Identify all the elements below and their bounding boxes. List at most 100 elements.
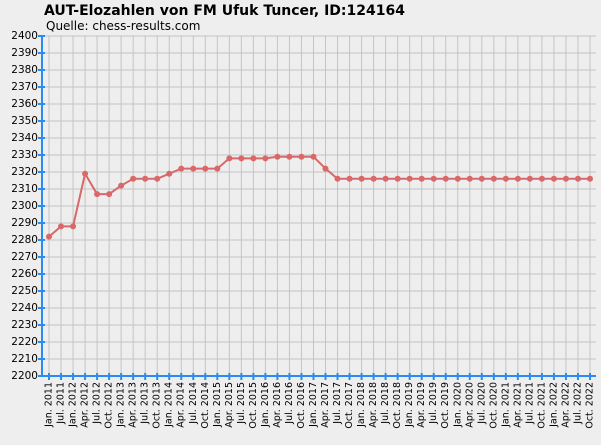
x-tick-label: Jul. 2012 [92, 382, 103, 425]
y-tick-label: 2340 [11, 132, 38, 144]
point [562, 175, 569, 182]
point [478, 175, 485, 182]
x-tick-label: Apr. 2017 [320, 382, 331, 428]
point [238, 155, 245, 162]
x-tick-label: Apr. 2014 [176, 382, 187, 428]
x-tick-label: Jan. 2021 [500, 382, 511, 428]
y-tick-label: 2300 [11, 200, 38, 212]
point [214, 165, 221, 172]
x-tick-label: Apr. 2012 [80, 382, 91, 428]
x-tick-label: Apr. 2020 [464, 382, 475, 428]
point [538, 175, 545, 182]
x-tick-label: Apr. 2015 [224, 382, 235, 428]
x-tick-label: Jul. 2019 [428, 382, 439, 425]
point [298, 153, 305, 160]
y-tick-label: 2320 [11, 166, 38, 178]
x-tick-label: Jan. 2018 [356, 382, 367, 428]
x-tick-label: Oct. 2014 [200, 382, 211, 429]
point [442, 175, 449, 182]
point [454, 175, 461, 182]
x-tick-label: Jul. 2013 [140, 382, 151, 425]
point [118, 182, 125, 189]
point [106, 191, 113, 198]
x-tick-label: Oct. 2017 [344, 382, 355, 429]
x-tick-label: Oct. 2015 [248, 382, 259, 429]
chart-title: AUT-Elozahlen von FM Ufuk Tuncer, ID:124… [44, 3, 405, 19]
x-tick-label: Jul. 2016 [284, 382, 295, 425]
x-tick-label: Jan. 2019 [404, 382, 415, 428]
point [178, 165, 185, 172]
point [130, 175, 137, 182]
point [430, 175, 437, 182]
y-tick-label: 2380 [11, 64, 38, 76]
y-tick-label: 2350 [11, 115, 38, 127]
point [46, 233, 52, 240]
y-tick-label: 2400 [11, 30, 38, 42]
point [334, 175, 341, 182]
x-tick-label: Jan. 2011 [44, 382, 55, 428]
point [154, 175, 161, 182]
point [166, 170, 173, 177]
point [358, 175, 365, 182]
x-tick-label: Apr. 2019 [416, 382, 427, 428]
point [490, 175, 497, 182]
point [262, 155, 269, 162]
x-tick-label: Jan. 2012 [68, 382, 79, 428]
point [250, 155, 257, 162]
x-tick-label: Oct. 2013 [152, 382, 163, 429]
x-tick-label: Apr. 2021 [512, 382, 523, 428]
x-tick-label: Jul. 2018 [380, 382, 391, 425]
x-tick-label: Jul. 2014 [188, 382, 199, 425]
point [382, 175, 389, 182]
x-tick-label: Oct. 2012 [104, 382, 115, 429]
y-tick-label: 2220 [11, 336, 38, 348]
y-tick-label: 2330 [11, 149, 38, 161]
point [142, 175, 149, 182]
x-tick-label: Apr. 2016 [272, 382, 283, 428]
x-tick-label: Oct. 2018 [392, 382, 403, 429]
x-tick-label: Jan. 2015 [212, 382, 223, 428]
point [514, 175, 521, 182]
x-tick-label: Jan. 2017 [308, 382, 319, 428]
x-tick-label: Jul. 2011 [56, 382, 67, 425]
y-tick-label: 2230 [11, 319, 38, 331]
x-tick-label: Oct. 2019 [440, 382, 451, 429]
y-tick-label: 2250 [11, 285, 38, 297]
point [310, 153, 317, 160]
point [58, 223, 65, 230]
point [587, 175, 593, 182]
y-tick-label: 2200 [11, 370, 38, 382]
y-tick-label: 2390 [11, 47, 38, 59]
chart-subtitle: Quelle: chess-results.com [46, 19, 200, 33]
x-tick-label: Apr. 2018 [368, 382, 379, 428]
point [394, 175, 401, 182]
point [226, 155, 233, 162]
point [550, 175, 557, 182]
point [274, 153, 281, 160]
y-tick-label: 2310 [11, 183, 38, 195]
y-tick-label: 2280 [11, 234, 38, 246]
point [82, 170, 89, 177]
point [370, 175, 377, 182]
x-tick-label: Jul. 2022 [572, 382, 583, 425]
point [286, 153, 293, 160]
point [202, 165, 209, 172]
point [190, 165, 197, 172]
y-tick-label: 2260 [11, 268, 38, 280]
point [418, 175, 425, 182]
x-tick-label: Oct. 2016 [296, 382, 307, 429]
x-tick-label: Oct. 2022 [585, 382, 596, 429]
x-tick-label: Jan. 2020 [452, 382, 463, 428]
point [94, 191, 101, 198]
y-tick-label: 2210 [11, 353, 38, 365]
point [466, 175, 473, 182]
point [406, 175, 413, 182]
x-tick-label: Apr. 2022 [560, 382, 571, 428]
x-tick-label: Jan. 2014 [164, 382, 175, 428]
point [322, 165, 329, 172]
y-tick-label: 2290 [11, 217, 38, 229]
y-tick-label: 2360 [11, 98, 38, 110]
y-tick-label: 2370 [11, 81, 38, 93]
x-tick-label: Jul. 2017 [332, 382, 343, 425]
